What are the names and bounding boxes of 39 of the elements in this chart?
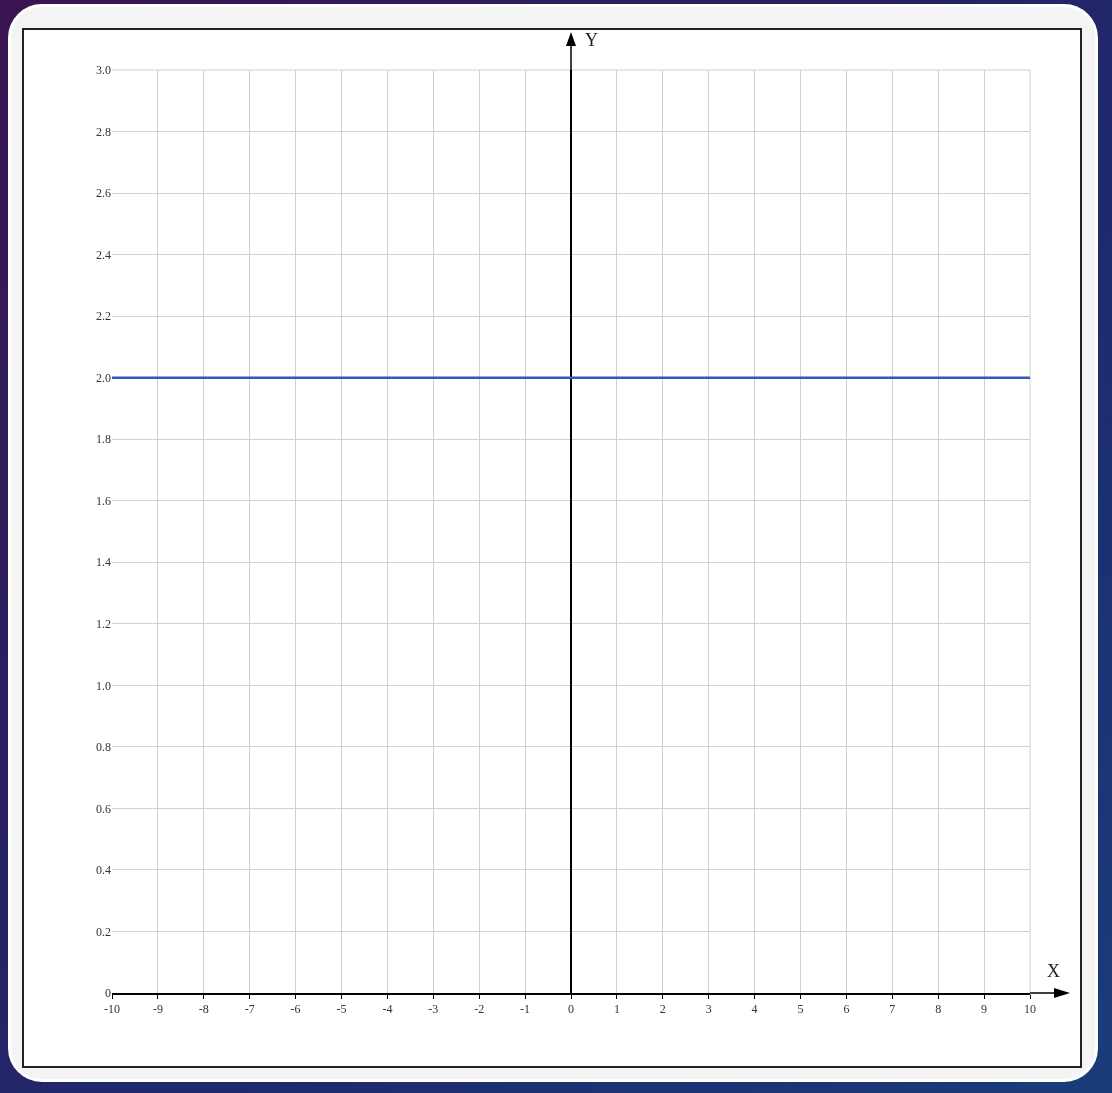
- x-tick-label: -4: [382, 1002, 393, 1017]
- x-tick-label: 5: [797, 1002, 804, 1017]
- y-tick-label: 2.6: [96, 186, 111, 201]
- y-tick-label: 2.2: [96, 309, 111, 324]
- y-tick-label: 1.8: [96, 432, 111, 447]
- x-tick-label: 3: [705, 1002, 712, 1017]
- x-tick-label: -7: [244, 1002, 255, 1017]
- x-tick-label: -5: [336, 1002, 347, 1017]
- y-tick-label: 2.0: [96, 370, 111, 385]
- x-tick-label: 0: [568, 1002, 574, 1017]
- x-tick-label: -10: [104, 1002, 120, 1017]
- x-tick-label: 2: [659, 1002, 666, 1017]
- y-tick-label: 0.2: [96, 924, 111, 939]
- x-tick-label: -9: [152, 1002, 163, 1017]
- x-axis-title: X: [1047, 961, 1060, 981]
- x-tick-label: -2: [474, 1002, 485, 1017]
- y-tick-label: 2.4: [96, 247, 111, 262]
- y-tick-label: 0.8: [96, 740, 111, 755]
- y-tick-label: 0: [105, 986, 111, 1001]
- y-tick-label: 3.0: [96, 63, 111, 78]
- x-tick-label: -8: [198, 1002, 209, 1017]
- y-tick-label: 2.8: [96, 124, 111, 139]
- y-axis-title: Y: [585, 30, 598, 50]
- x-tick-label: 10: [1024, 1002, 1036, 1017]
- x-tick-label: -3: [428, 1002, 439, 1017]
- y-tick-label: 1.6: [96, 493, 111, 508]
- y-tick-label: 1.2: [96, 617, 111, 631]
- x-tick-label: 1: [613, 1002, 620, 1017]
- x-tick-label: -6: [290, 1002, 301, 1017]
- y-tick-label: 0.6: [96, 801, 111, 816]
- x-tick-label: 8: [935, 1002, 942, 1017]
- x-tick-label: 9: [981, 1002, 988, 1017]
- y-tick-label: 1.0: [96, 678, 111, 693]
- y-tick-label: 0.4: [96, 863, 111, 878]
- y-tick-label: 1.4: [96, 555, 111, 570]
- x-tick-label: 4: [751, 1002, 758, 1017]
- x-tick-label: 7: [889, 1002, 896, 1017]
- x-tick-label: 6: [843, 1002, 850, 1017]
- x-tick-label: -1: [520, 1002, 531, 1017]
